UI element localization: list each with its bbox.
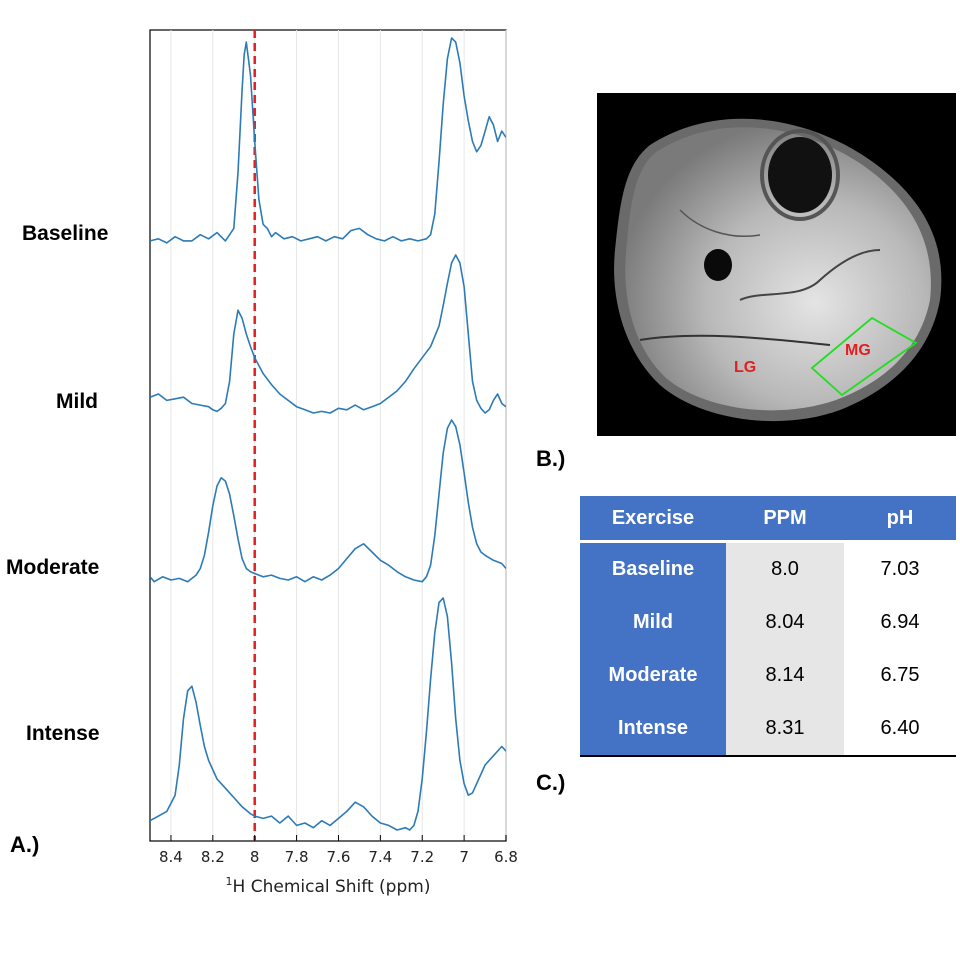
table-header-row: Exercise PPM pH [580, 496, 956, 543]
cell-exercise: Baseline [580, 541, 726, 596]
x-tick-label: 7 [459, 848, 469, 866]
series-line-moderate [150, 419, 506, 583]
mg-roi-box [810, 316, 918, 397]
x-tick-label: 7.6 [327, 848, 351, 866]
series-group [150, 37, 506, 831]
x-ticks: 8.4 8.2 8 7.8 7.6 7.4 7.2 7 6.8 [159, 835, 518, 866]
mri-cross-section-image: LG MG [597, 93, 956, 436]
series-line-intense [150, 597, 506, 831]
table-row: Mild 8.04 6.94 [580, 596, 956, 649]
plot-frame [149, 29, 507, 842]
panel-label-a: A.) [10, 832, 39, 857]
column-header-ppm: PPM [726, 496, 844, 543]
series-line-baseline [150, 37, 506, 244]
mri-bone-fibula [704, 249, 732, 281]
cell-ppm: 8.0 [726, 541, 844, 596]
column-header-ph: pH [844, 496, 956, 543]
cell-ph: 7.03 [844, 541, 956, 596]
cell-exercise: Intense [580, 702, 726, 757]
cell-ppm: 8.31 [726, 702, 844, 757]
row-label-moderate: Moderate [6, 556, 99, 579]
table-row: Intense 8.31 6.40 [580, 702, 956, 757]
x-axis-title: 1H Chemical Shift (ppm) [226, 875, 431, 897]
mri-bone-cortex [760, 129, 840, 221]
x-tick-label: 7.2 [410, 848, 434, 866]
row-label-baseline: Baseline [22, 222, 108, 245]
cell-ph: 6.94 [844, 596, 956, 649]
mri-label-lg: LG [734, 359, 756, 376]
mri-label-mg: MG [845, 342, 871, 359]
cell-ph: 6.75 [844, 649, 956, 702]
x-tick-label: 6.8 [494, 848, 518, 866]
x-tick-label: 7.8 [285, 848, 309, 866]
row-label-intense: Intense [26, 722, 100, 745]
x-tick-label: 7.4 [368, 848, 392, 866]
mri-muscle-tissue [625, 127, 931, 411]
cell-ppm: 8.14 [726, 649, 844, 702]
cell-exercise: Moderate [580, 649, 726, 702]
x-tick-label: 8.2 [201, 848, 225, 866]
mri-fascia-line [639, 334, 831, 346]
spectra-plot-area: 8.4 8.2 8 7.8 7.6 7.4 7.2 7 6.8 [149, 29, 518, 866]
cell-ph: 6.40 [844, 702, 956, 757]
row-label-mild: Mild [56, 390, 98, 413]
panel-label-c: C.) [536, 770, 565, 795]
row-labels: Baseline Mild Moderate Intense [6, 222, 108, 745]
x-tick-label: 8.4 [159, 848, 183, 866]
x-tick-label: 8 [250, 848, 260, 866]
cell-ppm: 8.04 [726, 596, 844, 649]
table-row: Moderate 8.14 6.75 [580, 649, 956, 702]
results-table: Exercise PPM pH Baseline 8.0 7.03 Mild 8… [580, 496, 956, 757]
column-header-exercise: Exercise [580, 496, 726, 543]
mri-bone-tibia [768, 137, 832, 213]
mri-fascia-line [679, 209, 761, 237]
series-line-mild [150, 254, 506, 414]
panel-label-b: B.) [536, 446, 565, 471]
table-row: Baseline 8.0 7.03 [580, 541, 956, 596]
cell-exercise: Mild [580, 596, 726, 649]
mri-fascia-line [739, 249, 881, 301]
